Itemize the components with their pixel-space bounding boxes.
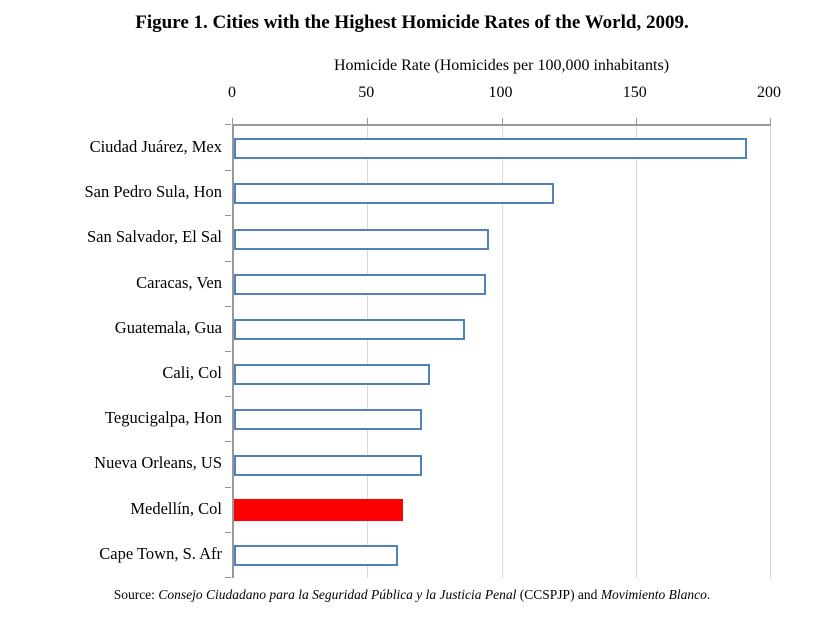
y-axis-tick-mark <box>225 170 231 171</box>
chart-title: Figure 1. Cities with the Highest Homici… <box>135 12 689 33</box>
gridline <box>770 126 771 578</box>
y-axis-tick-mark <box>225 532 231 533</box>
x-axis-tick-mark <box>367 118 369 124</box>
category-label: San Pedro Sula, Hon <box>84 182 223 202</box>
gridline <box>501 126 503 578</box>
x-tick-label: 150 <box>622 84 647 101</box>
category-label: Tegucigalpa, Hon <box>104 408 222 428</box>
source-text-segment: Movimiento Blanco <box>600 587 707 602</box>
y-axis-tick-mark <box>225 441 231 442</box>
x-axis-tick-mark <box>635 118 637 124</box>
source-text-segment: (CCSPJP) and <box>516 587 601 602</box>
x-axis-tick-labels: 0 50 100 150 200 <box>0 84 824 106</box>
bar <box>234 183 554 205</box>
x-axis-title: Homicide Rate (Homicides per 100,000 inh… <box>333 57 670 74</box>
y-axis-tick-mark <box>225 124 231 125</box>
category-labels: Ciudad Juárez, Mex San Pedro Sula, Hon San… <box>0 124 223 578</box>
y-axis-tick-mark <box>225 306 231 307</box>
category-label: Medellín, Col <box>130 498 222 518</box>
bar <box>234 228 490 250</box>
y-axis-tick-mark <box>225 261 231 262</box>
bar <box>234 364 430 386</box>
category-label: Nueva Orleans, US <box>94 453 222 473</box>
bar <box>234 273 487 295</box>
y-axis-tick-mark <box>225 487 231 488</box>
x-axis-tick-mark <box>770 118 771 124</box>
y-axis-tick-mark <box>225 577 231 578</box>
y-axis-tick-mark <box>225 215 231 216</box>
x-tick-label: 0 <box>228 84 236 101</box>
source-text-segment: Source: <box>113 587 159 602</box>
y-axis-tick-mark <box>225 351 231 352</box>
plot-area <box>225 118 771 578</box>
category-label: Ciudad Juárez, Mex <box>89 137 222 156</box>
source-text-segment: Consejo Ciudadano para la Seguridad Públ… <box>158 587 517 602</box>
x-axis-tick-mark <box>501 118 503 124</box>
bar-highlighted <box>234 499 404 522</box>
x-tick-label: 100 <box>488 84 513 101</box>
gridline <box>367 126 369 578</box>
bar <box>234 454 422 476</box>
category-label: San Salvador, El Sal <box>87 227 222 247</box>
bar <box>234 138 747 160</box>
category-label: Cali, Col <box>162 363 222 382</box>
x-axis-tick-mark <box>232 118 233 124</box>
bar <box>234 409 422 431</box>
x-tick-label: 200 <box>757 84 781 101</box>
gridline <box>635 126 637 578</box>
source-text-segment: . <box>706 587 711 602</box>
y-axis-tick-mark <box>225 396 231 397</box>
category-label: Guatemala, Gua <box>114 317 222 337</box>
bar <box>234 544 398 566</box>
source-note: Source: Consejo Ciudadano para la Seguri… <box>0 587 824 603</box>
bar <box>234 318 465 340</box>
category-label: Caracas, Ven <box>136 272 222 292</box>
category-label: Cape Town, S. Afr <box>99 543 222 563</box>
x-tick-label: 50 <box>358 84 375 101</box>
